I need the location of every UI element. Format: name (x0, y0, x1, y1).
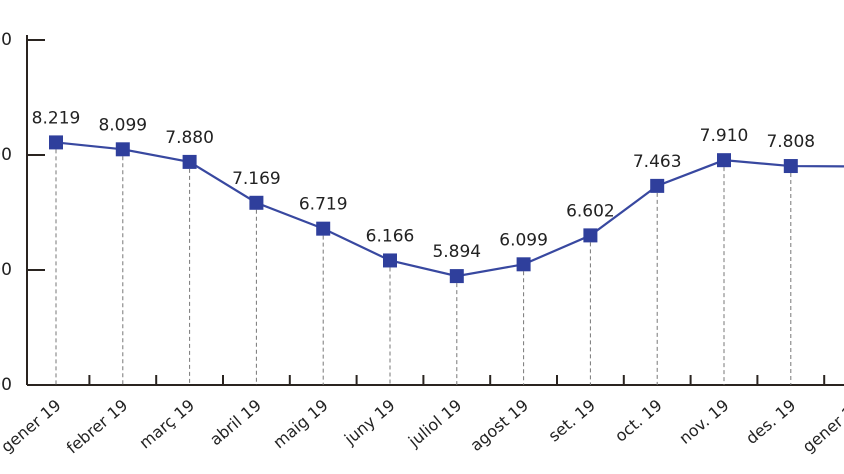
x-tick-label: set. 19 (545, 396, 599, 446)
data-point-marker (516, 257, 531, 272)
data-label: 8.219 (32, 108, 81, 128)
data-label: 7.463 (633, 152, 682, 172)
data-label: 7.808 (766, 132, 815, 152)
data-label: 5.894 (432, 242, 481, 262)
x-tick-label: març 19 (136, 396, 199, 453)
y-tick-label: 10.000 (0, 30, 12, 50)
data-point-marker (383, 253, 397, 268)
data-point-marker (583, 228, 598, 243)
data-label: 6.602 (566, 201, 615, 221)
y-tick-label: 6.000 (0, 260, 12, 280)
x-tick-label: oct. 19 (611, 396, 666, 446)
x-tick-label: gener 19 (0, 396, 65, 457)
x-tick-label: juny 19 (340, 396, 399, 450)
data-point-marker (249, 195, 264, 210)
y-tick-label: 4.000 (0, 375, 12, 395)
data-label: 8.099 (98, 115, 147, 135)
data-label: 7.169 (232, 169, 281, 189)
data-point-marker (316, 221, 331, 236)
data-point-marker (449, 269, 464, 284)
x-tick-label: febrer 19 (63, 396, 132, 458)
x-tick-label: agost 19 (466, 396, 532, 455)
data-point-marker (182, 154, 197, 169)
data-point-marker (783, 159, 798, 174)
x-tick-label: juliol 19 (404, 396, 465, 452)
data-label: 7.880 (165, 128, 214, 148)
data-label: 6.099 (499, 230, 548, 250)
data-label: 6.719 (299, 195, 348, 215)
x-tick-label: gener 20 (799, 396, 844, 457)
data-label: 6.166 (366, 226, 415, 246)
x-tick-label: abril 19 (206, 396, 265, 450)
data-point-marker (115, 142, 130, 157)
x-tick-label: maig 19 (269, 396, 331, 453)
x-tick-label: des. 19 (742, 396, 799, 448)
data-point-marker (49, 135, 63, 150)
data-point-marker (717, 153, 731, 168)
y-tick-label: 8.000 (0, 145, 12, 165)
data-point-marker (650, 178, 665, 193)
data-label: 7.910 (700, 126, 749, 146)
x-tick-label: nov. 19 (675, 396, 732, 448)
